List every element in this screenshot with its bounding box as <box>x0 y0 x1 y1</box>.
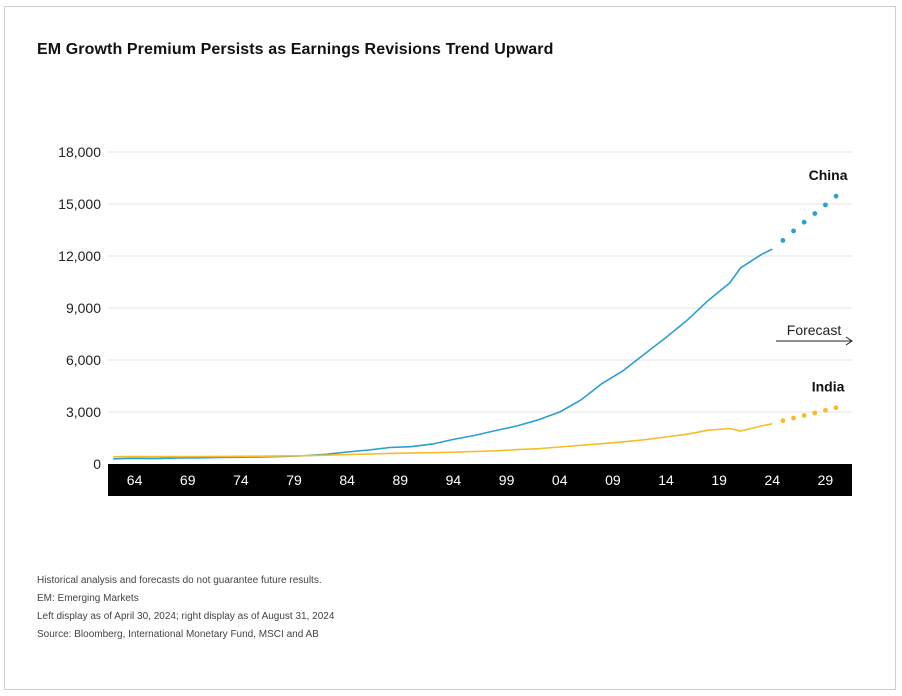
footnote-display-dates: Left display as of April 30, 2024; right… <box>37 611 335 622</box>
x-tick-label: 29 <box>818 472 834 488</box>
x-tick-label: 19 <box>711 472 727 488</box>
x-tick-label: 94 <box>446 472 462 488</box>
x-axis-ticks: 64 69 74 79 84 89 94 99 04 09 14 19 24 29 <box>127 472 834 488</box>
x-tick-label: 99 <box>499 472 515 488</box>
x-tick-label: 74 <box>233 472 249 488</box>
y-tick-label: 12,000 <box>58 248 101 264</box>
forecast-point-india <box>812 410 818 416</box>
gridlines <box>108 151 852 413</box>
forecast-point-china <box>780 238 786 243</box>
x-tick-label: 14 <box>658 472 674 488</box>
forecast-label: Forecast <box>787 322 842 338</box>
y-tick-label: 15,000 <box>58 196 101 212</box>
forecast-point-india <box>833 405 839 411</box>
y-tick-label: 3,000 <box>66 404 101 420</box>
forecast-point-china <box>791 228 796 234</box>
forecast-annotation: Forecast <box>776 322 853 346</box>
forecast-point-china <box>823 202 828 208</box>
forecast-point-india <box>801 413 807 418</box>
chart-frame <box>4 6 896 690</box>
footnote-source: Source: Bloomberg, International Monetar… <box>37 629 319 640</box>
x-tick-label: 79 <box>286 472 302 488</box>
forecast-point-china <box>812 211 818 216</box>
forecast-arrow-head <box>845 336 853 346</box>
chart-title: EM Growth Premium Persists as Earnings R… <box>37 41 554 58</box>
series-label-india: India <box>812 379 845 395</box>
y-tick-label: 0 <box>93 456 101 472</box>
y-tick-label: 18,000 <box>58 144 101 160</box>
x-axis-band <box>108 464 852 496</box>
x-tick-label: 89 <box>392 472 408 488</box>
series-lines <box>113 248 773 460</box>
x-tick-label: 64 <box>127 472 143 488</box>
x-tick-label: 69 <box>180 472 196 488</box>
footnotes: Historical analysis and forecasts do not… <box>37 572 334 644</box>
x-tick-label: 84 <box>339 472 355 488</box>
x-tick-label: 24 <box>764 472 780 488</box>
forecast-point-china <box>833 193 839 199</box>
x-tick-label: 09 <box>605 472 621 488</box>
y-axis-ticks: 0 3,000 6,000 9,000 12,000 15,000 18,000 <box>58 144 101 472</box>
series-labels: China India <box>809 167 848 394</box>
forecast-point-india <box>780 418 786 424</box>
forecast-point-india <box>823 407 828 413</box>
y-tick-label: 6,000 <box>66 352 101 368</box>
series-line-china <box>113 248 773 460</box>
forecast-points <box>780 193 839 424</box>
series-line-india <box>113 423 773 458</box>
forecast-point-china <box>801 219 807 225</box>
forecast-point-india <box>791 415 796 421</box>
y-tick-label: 9,000 <box>66 300 101 316</box>
footnote-disclaimer: Historical analysis and forecasts do not… <box>37 575 322 586</box>
series-label-china: China <box>809 167 848 183</box>
footnote-em-definition: EM: Emerging Markets <box>37 593 139 604</box>
x-tick-label: 04 <box>552 472 568 488</box>
